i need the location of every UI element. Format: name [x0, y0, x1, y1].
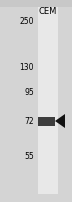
Polygon shape — [55, 115, 65, 128]
Text: 95: 95 — [24, 88, 34, 97]
Text: 72: 72 — [24, 117, 34, 126]
Text: CEM: CEM — [39, 7, 57, 16]
Text: 130: 130 — [20, 63, 34, 72]
Text: 250: 250 — [20, 17, 34, 26]
Bar — [38, 117, 55, 126]
Text: 55: 55 — [24, 152, 34, 161]
Bar — [38, 8, 58, 194]
